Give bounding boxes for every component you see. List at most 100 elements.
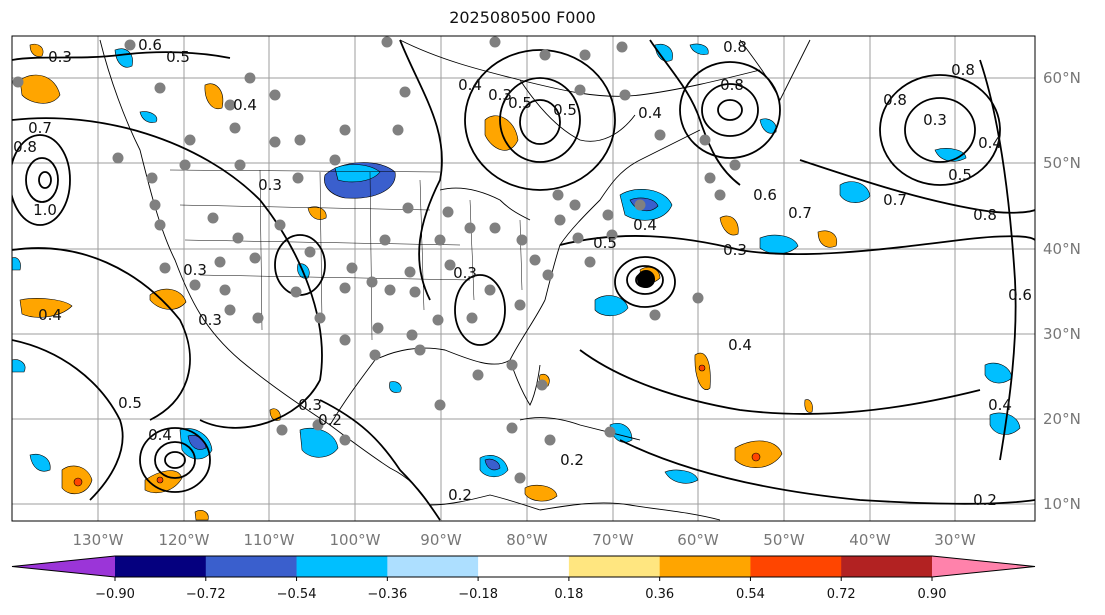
longitude-label: 70°W (592, 531, 634, 549)
contour (979, 59, 1017, 461)
shade-blue (299, 427, 339, 458)
station-dot (729, 159, 741, 171)
station-dot (529, 254, 541, 266)
colorbar-swatch (659, 556, 751, 577)
contour-label: 0.3 (198, 311, 222, 329)
station-dot (434, 234, 446, 246)
contour-label: 0.3 (923, 111, 947, 129)
station-dot (699, 134, 711, 146)
colorbar-extend-max (932, 556, 1035, 577)
station-dot (249, 252, 261, 264)
contour (799, 159, 1035, 214)
latitude-label: 20°N (1043, 410, 1081, 428)
shade-orange (144, 470, 183, 493)
station-dot (219, 284, 231, 296)
colorbar-swatch (750, 556, 842, 577)
station-dot (604, 426, 616, 438)
shade-blue (29, 453, 51, 472)
chart-title: 2025080500 F000 (449, 8, 596, 27)
central-america (429, 494, 541, 511)
contour-label: 0.2 (973, 491, 997, 509)
colorbar-swatch (115, 556, 207, 577)
station-dot (229, 122, 241, 134)
station-dot (384, 284, 396, 296)
station-dot (179, 159, 191, 171)
contour-label: 0.3 (453, 264, 477, 282)
longitude-label: 90°W (420, 531, 462, 549)
contour-label: 0.3 (258, 176, 282, 194)
colorbar-tick-label: 0.54 (736, 587, 765, 602)
contour-label: 0.2 (318, 411, 342, 429)
colorbar-tick-label: −0.54 (277, 587, 317, 602)
station-dot (379, 234, 391, 246)
contour-label: 0.4 (728, 336, 752, 354)
contour (464, 49, 616, 191)
station-dot (516, 234, 528, 246)
station-dot (381, 36, 393, 48)
shade-orange (719, 215, 739, 236)
station-dot (346, 262, 358, 274)
contour (559, 235, 1035, 256)
station-dot (159, 262, 171, 274)
contour-labels: 0.30.60.50.70.81.00.40.50.50.80.80.4 0.30… (13, 36, 1032, 509)
station-dot (472, 369, 484, 381)
station-dot (539, 49, 551, 61)
station-dot (112, 152, 124, 164)
station-dot (514, 472, 526, 484)
station-dot (234, 159, 246, 171)
contour-label: 0.6 (1008, 286, 1032, 304)
shade-orange (804, 399, 813, 413)
station-dot (584, 256, 596, 268)
colorbar-tick-label: −0.36 (367, 587, 407, 602)
station-dot (372, 322, 384, 334)
contour-label: 1.0 (33, 201, 57, 219)
contour-label: 0.4 (638, 104, 662, 122)
contour (499, 77, 581, 163)
station-dot (692, 292, 704, 304)
contour-label: 0.3 (48, 48, 72, 66)
station-dot (290, 286, 302, 298)
station-dot (154, 219, 166, 231)
station-dot (466, 312, 478, 324)
contour-label: 0.7 (28, 119, 52, 137)
shade-blue (594, 295, 629, 317)
contour (619, 439, 1035, 505)
colorbar-tick-label: 0.18 (554, 587, 583, 602)
contour (12, 247, 191, 421)
shade-orange (194, 510, 209, 521)
shade-red (73, 477, 83, 487)
contour (319, 399, 441, 521)
shaded-positive-areas (19, 43, 838, 521)
station-dot (339, 282, 351, 294)
contour (25, 157, 59, 203)
colorbar-swatch (296, 556, 388, 577)
station-dot (154, 82, 166, 94)
contour (904, 97, 976, 163)
shade-blue (12, 359, 26, 373)
greenland-south (739, 39, 811, 102)
station-dot (184, 134, 196, 146)
shade-orange (19, 74, 61, 104)
colorbar-swatch (478, 556, 570, 577)
station-dot (552, 189, 564, 201)
contour (626, 265, 664, 295)
station-dot (602, 209, 614, 221)
storm-center-marker (637, 270, 655, 288)
longitude-label: 80°W (506, 531, 548, 549)
station-dot (442, 206, 454, 218)
station-dot (269, 89, 281, 101)
station-dot (292, 172, 304, 184)
station-dot (224, 304, 236, 316)
latitude-label: 60°N (1043, 69, 1081, 87)
map-frame (11, 35, 1036, 522)
station-dot (269, 136, 281, 148)
station-dot (232, 232, 244, 244)
contour (879, 74, 1001, 186)
shade-orange (694, 352, 711, 390)
contour-label: 0.4 (978, 134, 1002, 152)
contour-label: 0.8 (973, 206, 997, 224)
station-dot (207, 212, 219, 224)
colorbar-swatch (568, 556, 661, 577)
contour-label: 0.3 (183, 261, 207, 279)
